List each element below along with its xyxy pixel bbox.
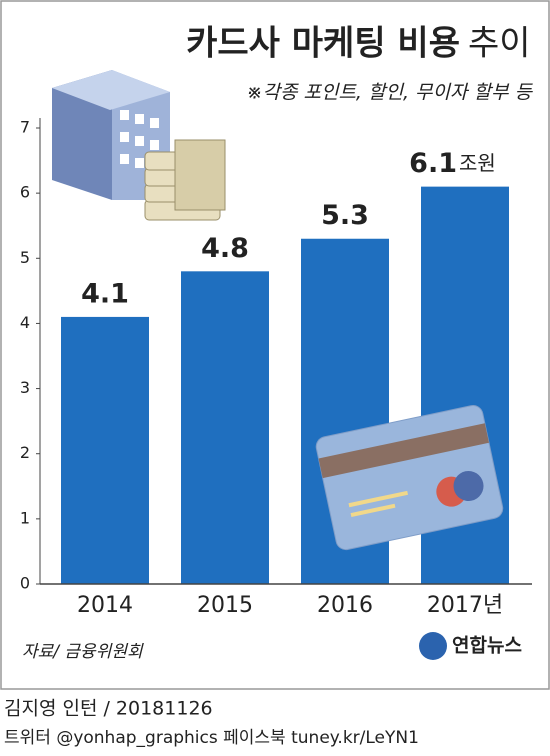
y-tick-label: 0 — [20, 574, 30, 593]
value-label: 5.3 — [321, 200, 369, 231]
x-tick-label: 2017년 — [427, 593, 503, 618]
logo-text: 연합뉴스 — [452, 635, 522, 657]
footer-social: 트위터 @yonhap_graphics 페이스북 tuney.kr/LeYN1 — [4, 728, 419, 748]
y-tick-label: 5 — [20, 248, 30, 267]
value-unit: 조원 — [459, 151, 496, 175]
y-tick-label: 3 — [20, 378, 30, 397]
card-illustration — [315, 404, 504, 551]
source: 자료/ 금융위원회 — [22, 642, 144, 662]
money-illustration — [144, 139, 226, 221]
y-tick-label: 2 — [20, 443, 30, 462]
y-tick-label: 6 — [20, 183, 30, 202]
y-tick-label: 1 — [20, 508, 30, 527]
bar — [61, 316, 149, 584]
x-tick-label: 2014 — [77, 593, 133, 618]
x-tick-label: 2016 — [317, 593, 373, 618]
chart-subtitle: ※각종 포인트, 할인, 무이자 할부 등 — [247, 82, 534, 104]
value-label: 4.8 — [201, 233, 249, 264]
y-tick-label: 7 — [20, 118, 30, 137]
chart-title-suffix: 추이 — [468, 24, 531, 64]
bar — [181, 271, 269, 584]
value-label: 6.1 — [409, 148, 457, 179]
x-tick-label: 2015 — [197, 593, 253, 618]
chart-title: 카드사 마케팅 비용 — [186, 24, 460, 64]
y-tick-label: 4 — [20, 313, 30, 332]
value-label: 4.1 — [81, 278, 129, 309]
logo: 연합뉴스 — [419, 632, 522, 660]
footer-author: 김지영 인턴 / 20181126 — [4, 698, 213, 720]
